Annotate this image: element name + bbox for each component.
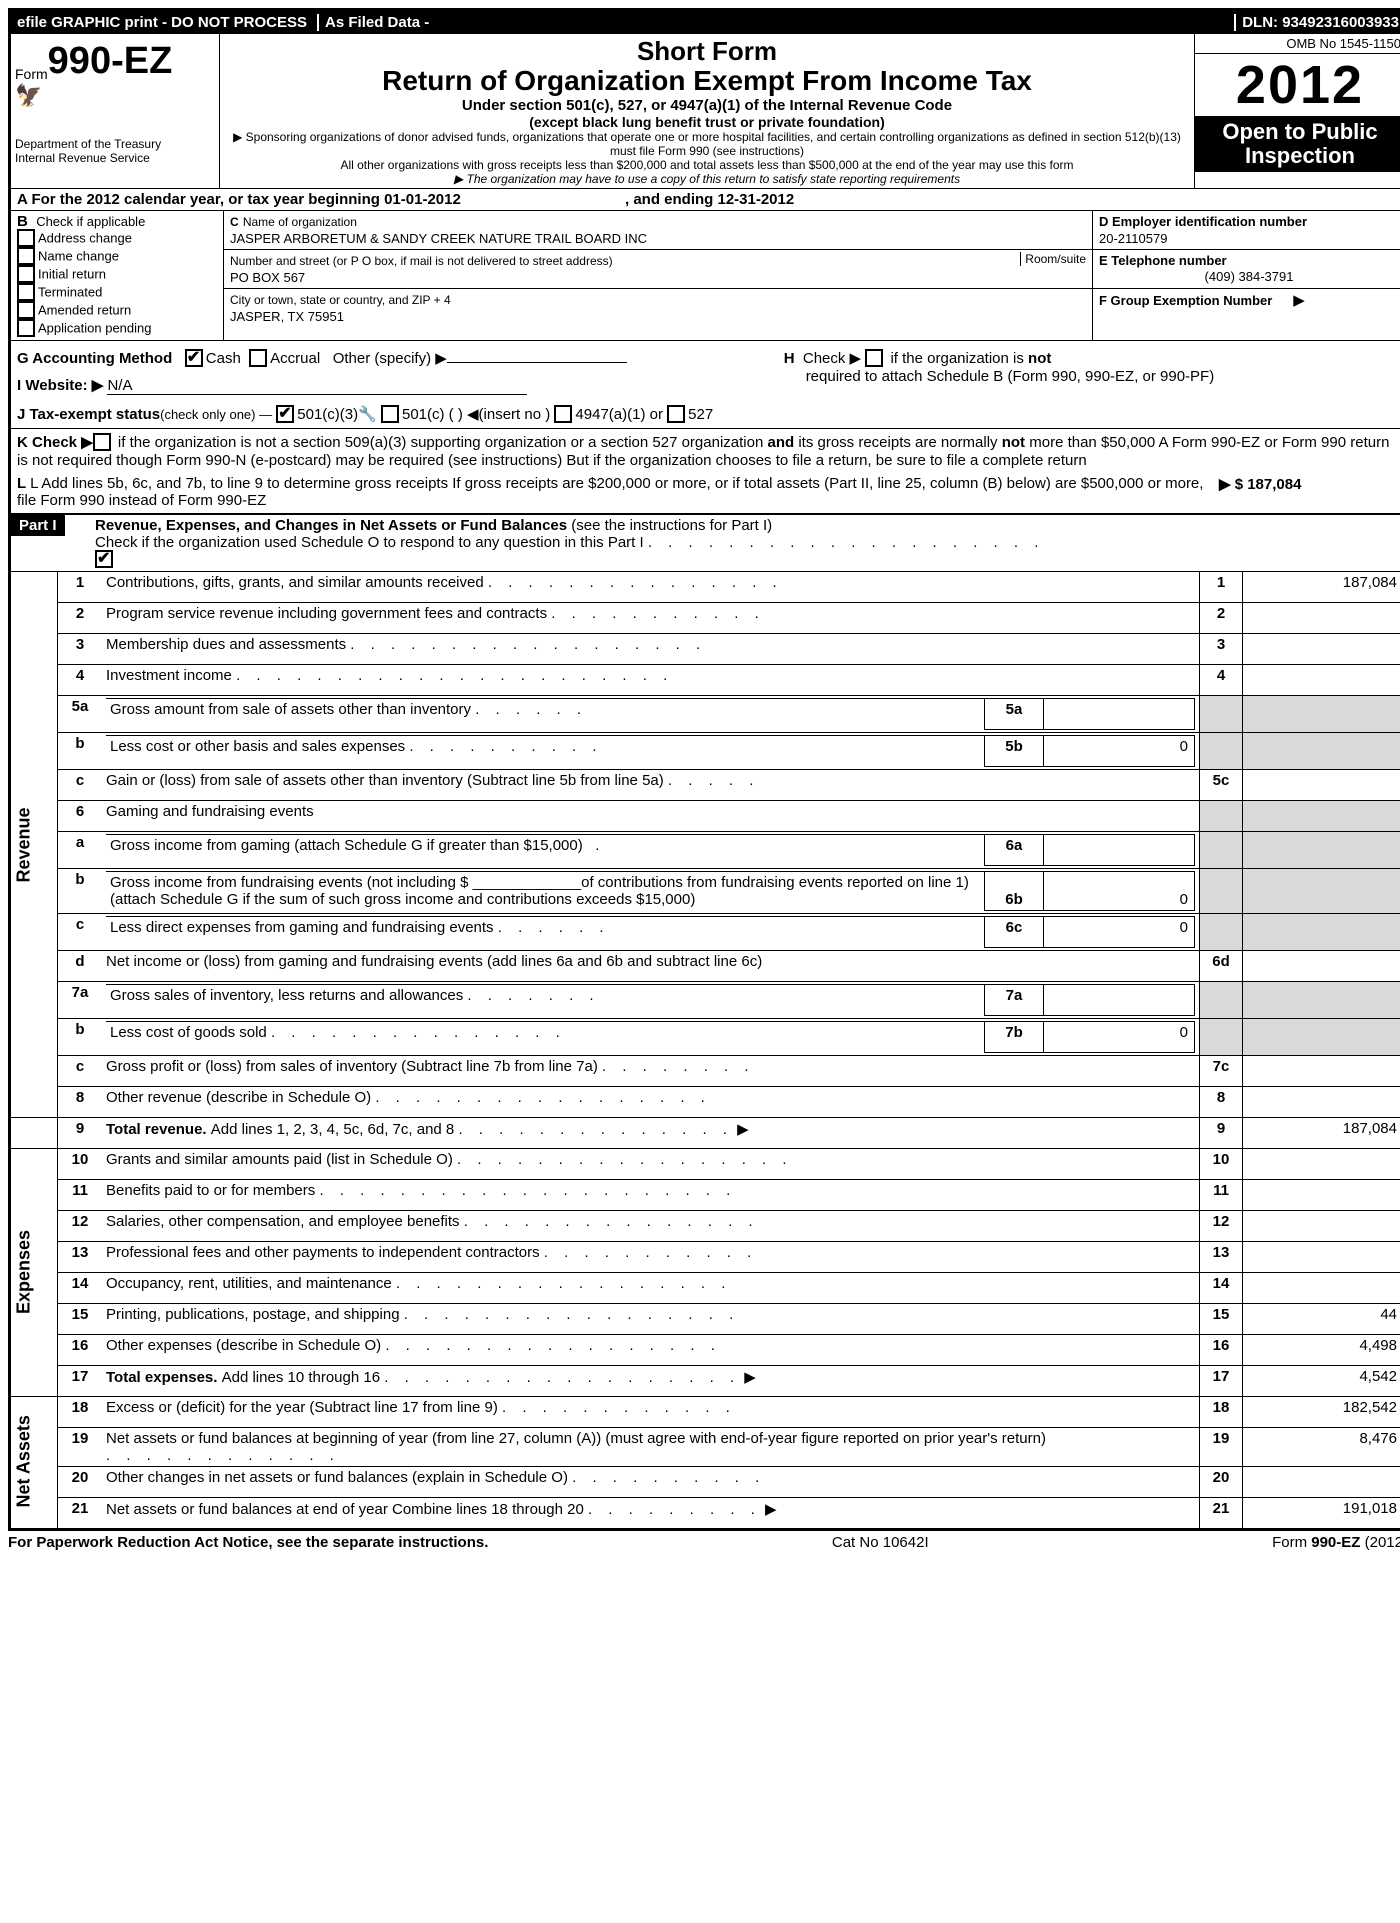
phone: (409) 384-3791 (1099, 269, 1399, 284)
side-netassets: Net Assets (11, 1396, 58, 1528)
gross-receipts: ▶ $ 187,084 (1207, 475, 1399, 509)
section-k: K Check ▶ if the organization is not a s… (11, 428, 1400, 473)
checkbox-501c[interactable] (381, 405, 399, 423)
short-form: Short Form (226, 36, 1188, 67)
amt-9: 187,084 (1243, 1117, 1400, 1148)
org-name: JASPER ARBORETUM & SANDY CREEK NATURE TR… (230, 231, 647, 246)
checkbox-initial-return[interactable] (17, 265, 35, 283)
side-revenue: Revenue (11, 572, 58, 1118)
checkbox-address-change[interactable] (17, 229, 35, 247)
checkbox-terminated[interactable] (17, 283, 35, 301)
header-bar: efile GRAPHIC print - DO NOT PROCESS As … (11, 11, 1400, 34)
amt-1: 187,084 (1243, 572, 1400, 603)
irs-label: Internal Revenue Service (15, 151, 215, 165)
amt-21: 191,018 (1243, 1497, 1400, 1528)
ein: 20-2110579 (1099, 231, 1167, 246)
side-expenses: Expenses (11, 1148, 58, 1396)
section-a: A For the 2012 calendar year, or tax yea… (11, 189, 1400, 211)
ghij-block: G Accounting Method Cash Accrual Other (… (11, 340, 1400, 428)
amt-16: 4,498 (1243, 1334, 1400, 1365)
checkbox-k[interactable] (93, 433, 111, 451)
amt-19: 8,476 (1243, 1427, 1400, 1466)
checkbox-name-change[interactable] (17, 247, 35, 265)
amt-18: 182,542 (1243, 1396, 1400, 1427)
checkbox-pending[interactable] (17, 319, 35, 337)
footer: For Paperwork Reduction Act Notice, see … (8, 1531, 1400, 1551)
checkbox-501c3[interactable] (276, 405, 294, 423)
amt-17: 4,542 (1243, 1365, 1400, 1396)
title-area: Form990-EZ 🦅 Department of the Treasury … (11, 34, 1400, 189)
subtitle-1: Under section 501(c), 527, or 4947(a)(1)… (226, 97, 1188, 114)
org-address: PO BOX 567 (230, 270, 305, 285)
note-2: All other organizations with gross recei… (226, 158, 1188, 172)
note-3: ▶ The organization may have to use a cop… (226, 172, 1188, 186)
subtitle-2: (except black lung benefit trust or priv… (226, 114, 1188, 130)
org-city: JASPER, TX 75951 (230, 309, 344, 324)
checkbox-schedule-o[interactable] (95, 550, 113, 568)
tax-year: 2012 (1195, 54, 1400, 116)
section-l: L L Add lines 5b, 6c, and 7b, to line 9 … (11, 473, 1400, 513)
dln: DLN: 93492316003933 (1242, 14, 1399, 31)
website: N/A (107, 377, 527, 395)
omb-number: OMB No 1545-1150 (1195, 34, 1400, 54)
efile-notice: efile GRAPHIC print - DO NOT PROCESS (17, 14, 319, 31)
checkbox-amended[interactable] (17, 301, 35, 319)
checkbox-sched-b[interactable] (865, 349, 883, 367)
checkbox-4947[interactable] (554, 405, 572, 423)
checkbox-accrual[interactable] (249, 349, 267, 367)
entity-block: B Check if applicable Address change Nam… (11, 211, 1400, 340)
note-1: ▶ Sponsoring organizations of donor advi… (226, 130, 1188, 158)
amt-15: 44 (1243, 1303, 1400, 1334)
dept-treasury: Department of the Treasury (15, 137, 215, 151)
part-i-header: Part I Revenue, Expenses, and Changes in… (11, 513, 1400, 571)
checkbox-527[interactable] (667, 405, 685, 423)
open-to-public: Open to Public Inspection (1195, 116, 1400, 172)
checkbox-cash[interactable] (185, 349, 203, 367)
as-filed: As Filed Data - (325, 14, 1236, 31)
lines-table: Revenue 1 Contributions, gifts, grants, … (11, 571, 1400, 1528)
main-title: Return of Organization Exempt From Incom… (226, 65, 1188, 97)
form-label: Form990-EZ (15, 40, 215, 83)
